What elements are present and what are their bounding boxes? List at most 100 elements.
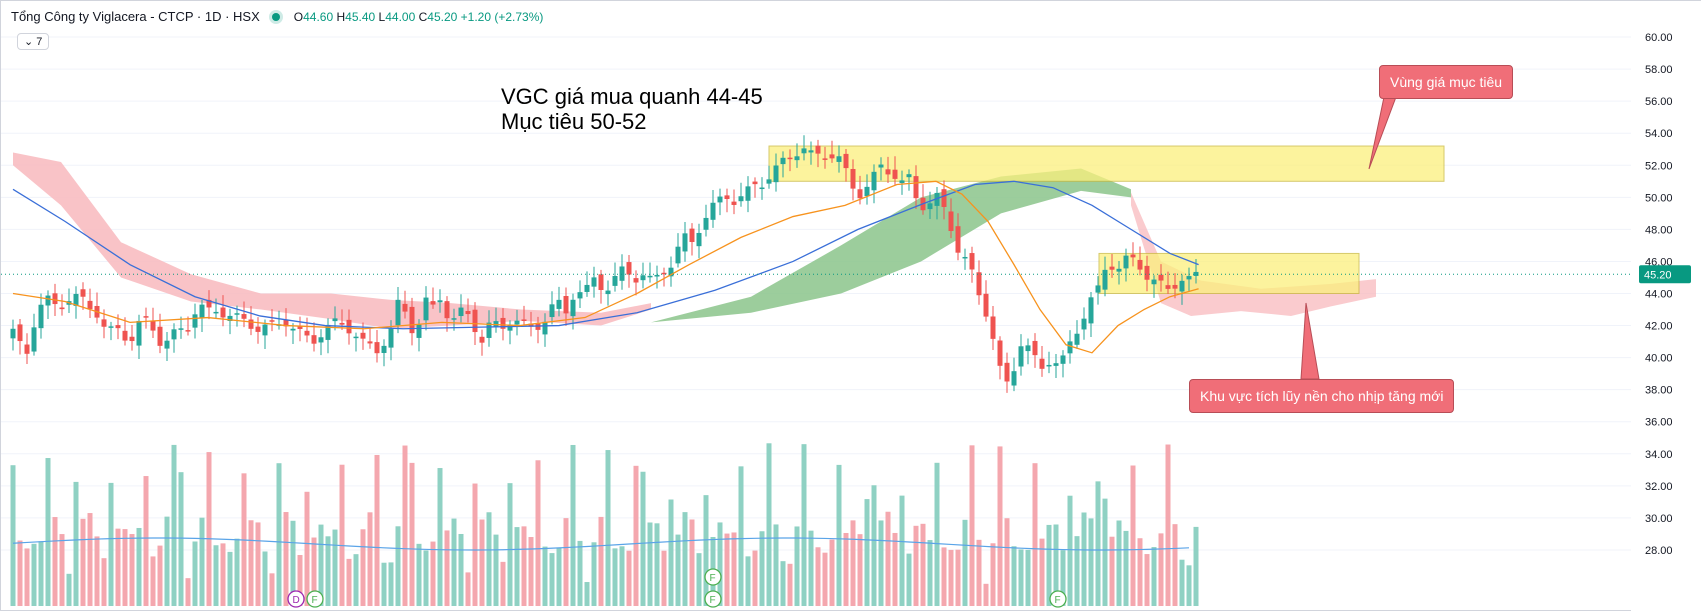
candle-body <box>458 307 464 317</box>
volume-bar <box>472 483 478 606</box>
volume-bar <box>1018 549 1024 606</box>
volume-bar <box>1109 536 1115 606</box>
volume-bar <box>416 543 422 606</box>
volume-bar <box>822 552 828 606</box>
event-marker-circle <box>287 590 305 608</box>
volume-bar <box>1081 512 1087 606</box>
accumulation-zone-callout[interactable]: Khu vực tích lũy nền cho nhịp tăng mới <box>1189 379 1455 413</box>
volume-bar <box>1144 554 1150 606</box>
volume-bar <box>542 546 548 606</box>
volume-bar <box>997 446 1003 606</box>
price-tick-label: 44.00 <box>1645 289 1673 301</box>
volume-bar <box>59 534 65 606</box>
volume-bar <box>255 522 261 606</box>
indicator-toggle-button[interactable]: ⌄ 7 <box>17 33 50 50</box>
candle-body <box>409 306 415 334</box>
volume-bar <box>969 445 975 606</box>
volume-bar <box>1046 524 1052 606</box>
candle-body <box>724 195 730 200</box>
volume-bar <box>955 549 961 606</box>
candle-body <box>773 165 779 183</box>
target-zone-callout[interactable]: Vùng giá mục tiêu <box>1379 65 1514 99</box>
candle-body <box>1018 346 1024 367</box>
candle-body <box>556 299 562 309</box>
volume-bar <box>885 511 891 606</box>
candle-body <box>780 157 786 165</box>
candle-body <box>689 228 695 242</box>
candle-body <box>220 307 226 318</box>
volume-bar <box>1179 559 1185 606</box>
volume-bar <box>38 541 44 606</box>
candle-body <box>45 295 51 306</box>
volume-bar <box>829 539 835 606</box>
price-change: +1.20 (+2.73%) <box>460 9 544 24</box>
candle-body <box>577 292 583 299</box>
candle-body <box>1172 284 1178 289</box>
candle-body <box>808 150 814 153</box>
candle-body <box>696 232 702 247</box>
volume-bar <box>157 545 163 606</box>
volume-bar <box>199 517 205 606</box>
candle-body <box>430 301 436 305</box>
candle-body <box>367 341 373 344</box>
note-line-1: VGC giá mua quanh 44-45 <box>501 84 763 109</box>
volume-bar <box>815 547 821 606</box>
volume-bar <box>528 537 534 606</box>
candle-body <box>311 335 317 344</box>
volume-bar <box>87 513 93 606</box>
volume-bar <box>80 518 86 606</box>
candle-body <box>248 319 254 329</box>
ma-fast-line <box>12 180 1199 354</box>
candle-body <box>794 156 800 161</box>
candle-body <box>122 330 128 341</box>
volume-bar <box>73 481 79 606</box>
volume-bar <box>976 539 982 606</box>
candle-body <box>304 330 310 336</box>
price-tick-label: 52.00 <box>1645 160 1673 172</box>
candle-body <box>913 176 919 199</box>
symbol-title[interactable]: Tổng Công ty Viglacera - CTCP · 1D · HSX <box>11 9 260 24</box>
candle-body <box>1060 355 1066 364</box>
event-marker-label: F <box>312 595 318 606</box>
candle-body <box>976 272 982 296</box>
candle-body <box>1046 364 1052 367</box>
candle-body <box>1179 280 1185 292</box>
volume-bar <box>311 537 317 606</box>
volume-bar <box>1165 444 1171 606</box>
candle-body <box>157 326 163 346</box>
price-tick-label: 34.00 <box>1645 449 1673 461</box>
candle-body <box>843 153 849 169</box>
volume-bar <box>1158 533 1164 606</box>
volume-bar <box>794 526 800 606</box>
volume-bar <box>1172 524 1178 606</box>
candle-body <box>59 307 65 310</box>
volume-bar <box>332 529 338 606</box>
candle-body <box>129 336 135 342</box>
volume-bar <box>591 542 597 606</box>
volume-bar <box>647 522 653 606</box>
volume-bar <box>465 572 471 606</box>
volume-bar <box>927 540 933 606</box>
candle-body <box>1032 340 1038 356</box>
target-price-zone <box>768 145 1445 182</box>
candle-body <box>297 325 303 329</box>
volume-bar <box>31 543 37 606</box>
volume-bar <box>731 532 737 606</box>
volume-bar <box>507 483 513 606</box>
candle-body <box>269 320 275 322</box>
candle-body <box>290 328 296 331</box>
candle-body <box>136 320 142 346</box>
volume-bar <box>388 562 394 606</box>
candle-body <box>1123 255 1129 269</box>
price-axis <box>1631 1 1701 612</box>
volume-bar <box>990 543 996 606</box>
volume-bar <box>654 523 660 606</box>
candle-body <box>1151 279 1157 285</box>
note-line-2: Mục tiêu 50-52 <box>501 109 647 134</box>
event-marker: F <box>704 590 722 608</box>
candle-body <box>283 319 289 327</box>
volume-bar <box>374 454 380 606</box>
volume-bar <box>584 582 590 606</box>
